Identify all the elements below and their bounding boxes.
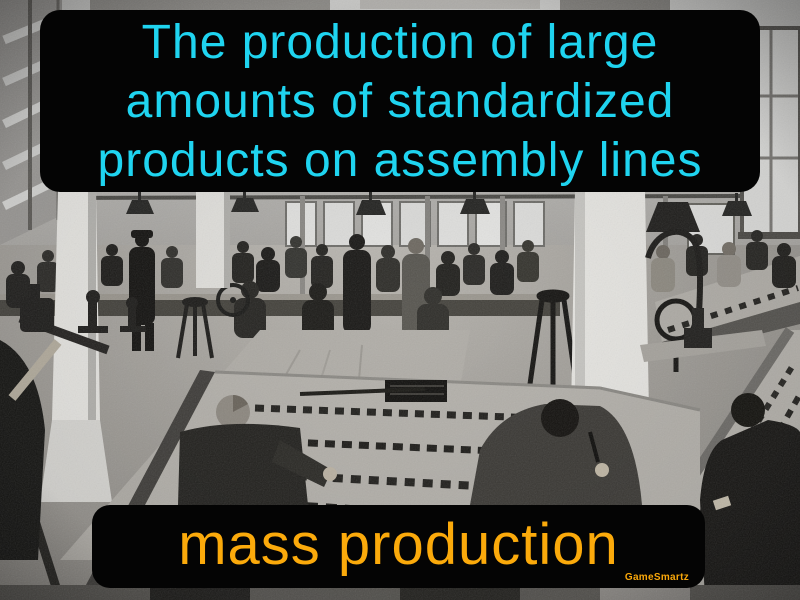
term-label: mass production — [178, 512, 619, 577]
definition-line-1: The production of large — [141, 15, 659, 69]
watermark-gamesmartz: GameSmartz — [624, 572, 689, 583]
definition-line-2: amounts of standardized — [125, 74, 675, 128]
definition-line-3: products on assembly lines — [97, 133, 703, 187]
definition-banner: The production of large amounts of stand… — [40, 10, 760, 192]
term-banner: mass production GameSmartz — [92, 505, 705, 588]
